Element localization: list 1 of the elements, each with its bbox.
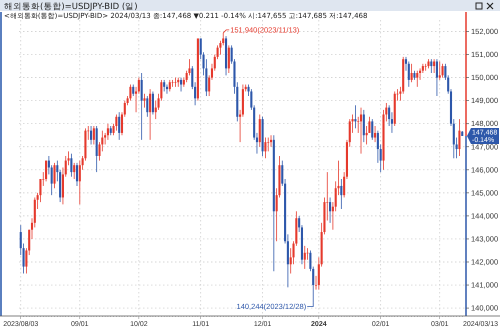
- chart-title: 해외통화(통합)=USDJPY-BID (일): [4, 2, 138, 12]
